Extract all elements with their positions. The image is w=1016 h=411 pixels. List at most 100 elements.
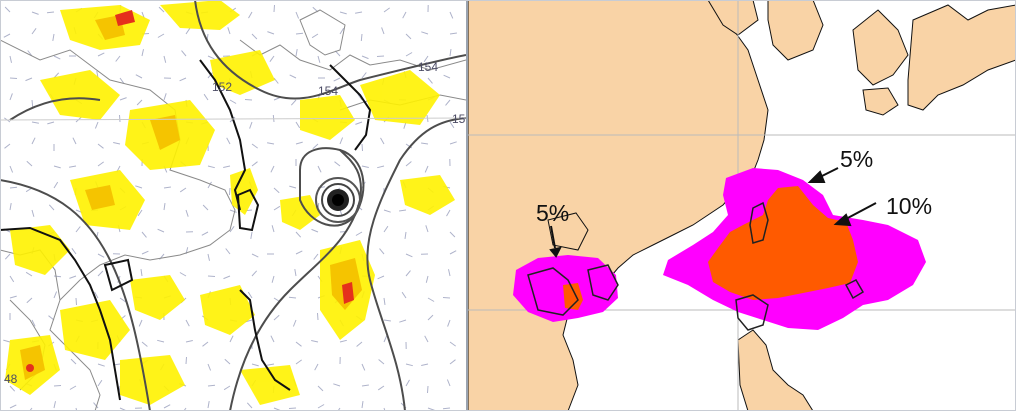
rainfall-pressure-map: 152 154 154 15 48 [0, 0, 466, 411]
wind-barb [113, 142, 121, 145]
wind-barb [423, 55, 429, 63]
wind-barb [135, 74, 143, 79]
wind-barb [201, 231, 209, 236]
typhoon-center [315, 177, 361, 223]
wind-barb [157, 228, 165, 233]
wind-barb [273, 314, 280, 321]
probability-label-5-right: 5% [840, 146, 874, 172]
wind-barb [249, 121, 253, 129]
wind-barb [361, 363, 366, 371]
wind-barb [4, 6, 11, 13]
rainfall-heavy [26, 10, 354, 372]
panel-divider [466, 0, 468, 411]
wind-barb [314, 363, 319, 371]
wind-barb [267, 363, 275, 366]
wind-barb [294, 269, 297, 277]
coastline-overlay [527, 201, 865, 331]
wind-barb [405, 52, 413, 57]
wind-barb [224, 358, 231, 365]
wind-barb [137, 209, 143, 217]
wind-barb [376, 55, 385, 57]
wind-barb [75, 407, 78, 411]
wind-barb [138, 319, 143, 327]
wind-barb [119, 297, 127, 303]
wind-barb [273, 205, 281, 211]
wind-barb [229, 209, 237, 213]
wind-barb [53, 291, 58, 299]
wind-barb [202, 341, 209, 347]
wind-barb [9, 186, 18, 189]
wind-barb [4, 253, 11, 260]
wind-barb [244, 99, 253, 101]
wind-barb [405, 270, 411, 277]
wind-barb [273, 187, 280, 194]
wind-barb [97, 253, 105, 258]
wind-barb [46, 11, 55, 14]
wind-barb [377, 385, 385, 391]
probability-label-5-left: 5% [536, 200, 570, 226]
wind-barb [251, 161, 258, 167]
wind-barb [269, 55, 275, 62]
wind-barb [357, 94, 363, 101]
wind-barb [361, 165, 369, 168]
probability-map: 5% 5% 10% [468, 0, 1016, 411]
wind-barb [273, 77, 279, 84]
pressure-contours [0, 0, 466, 411]
wind-barb [141, 231, 147, 238]
wind-barb [31, 99, 34, 108]
wind-barb [157, 339, 165, 343]
wind-barb [135, 185, 143, 189]
wind-barb [185, 209, 189, 217]
wind-barb [93, 402, 99, 409]
wind-barb [179, 272, 187, 277]
rainfall-light [5, 0, 455, 405]
wind-barb [424, 335, 429, 343]
wind-barb [425, 225, 429, 233]
wind-barb [69, 275, 77, 279]
wind-barb [448, 269, 451, 277]
wind-barb [295, 32, 304, 35]
wind-barb [427, 385, 429, 394]
wind-barb [97, 143, 104, 149]
wind-barb [71, 248, 77, 255]
wind-barb [295, 49, 298, 57]
rainfall-pressure-map-svg [0, 0, 466, 411]
wind-barb [97, 52, 105, 57]
contour-label-154-a: 154 [318, 84, 339, 98]
wind-barb [447, 319, 451, 327]
wind-barb [383, 297, 386, 305]
wind-barb [449, 231, 456, 238]
wind-barb [53, 275, 62, 278]
coastline [0, 59, 372, 401]
wind-barb [207, 275, 216, 277]
wind-barb [207, 55, 215, 60]
wind-barb [442, 297, 451, 299]
wind-barb [207, 363, 212, 371]
wind-barb [203, 93, 209, 101]
wind-barb [361, 384, 369, 387]
wind-barb [449, 32, 457, 35]
wind-barb [229, 99, 237, 104]
wind-barb [9, 385, 16, 392]
wind-barb [119, 97, 127, 101]
wind-barb [361, 401, 364, 409]
wind-barb [207, 253, 210, 261]
wind-barb [333, 383, 341, 387]
wind-barb [295, 11, 300, 19]
wind-barb [157, 33, 165, 38]
wind-barb [31, 319, 36, 327]
wind-barb [383, 209, 391, 213]
wind-barb [226, 137, 231, 145]
wind-barb [317, 385, 324, 392]
wind-barb [288, 407, 297, 409]
wind-barb [70, 358, 77, 365]
wind-barb [427, 314, 434, 321]
wind-barb [383, 407, 386, 411]
wind-barb [271, 225, 275, 233]
wind-barb [202, 204, 209, 211]
wind-barb [207, 384, 216, 387]
wind-barb [119, 77, 125, 84]
wind-barb [119, 407, 127, 411]
wind-barb [405, 379, 410, 387]
wind-barb [317, 404, 325, 409]
